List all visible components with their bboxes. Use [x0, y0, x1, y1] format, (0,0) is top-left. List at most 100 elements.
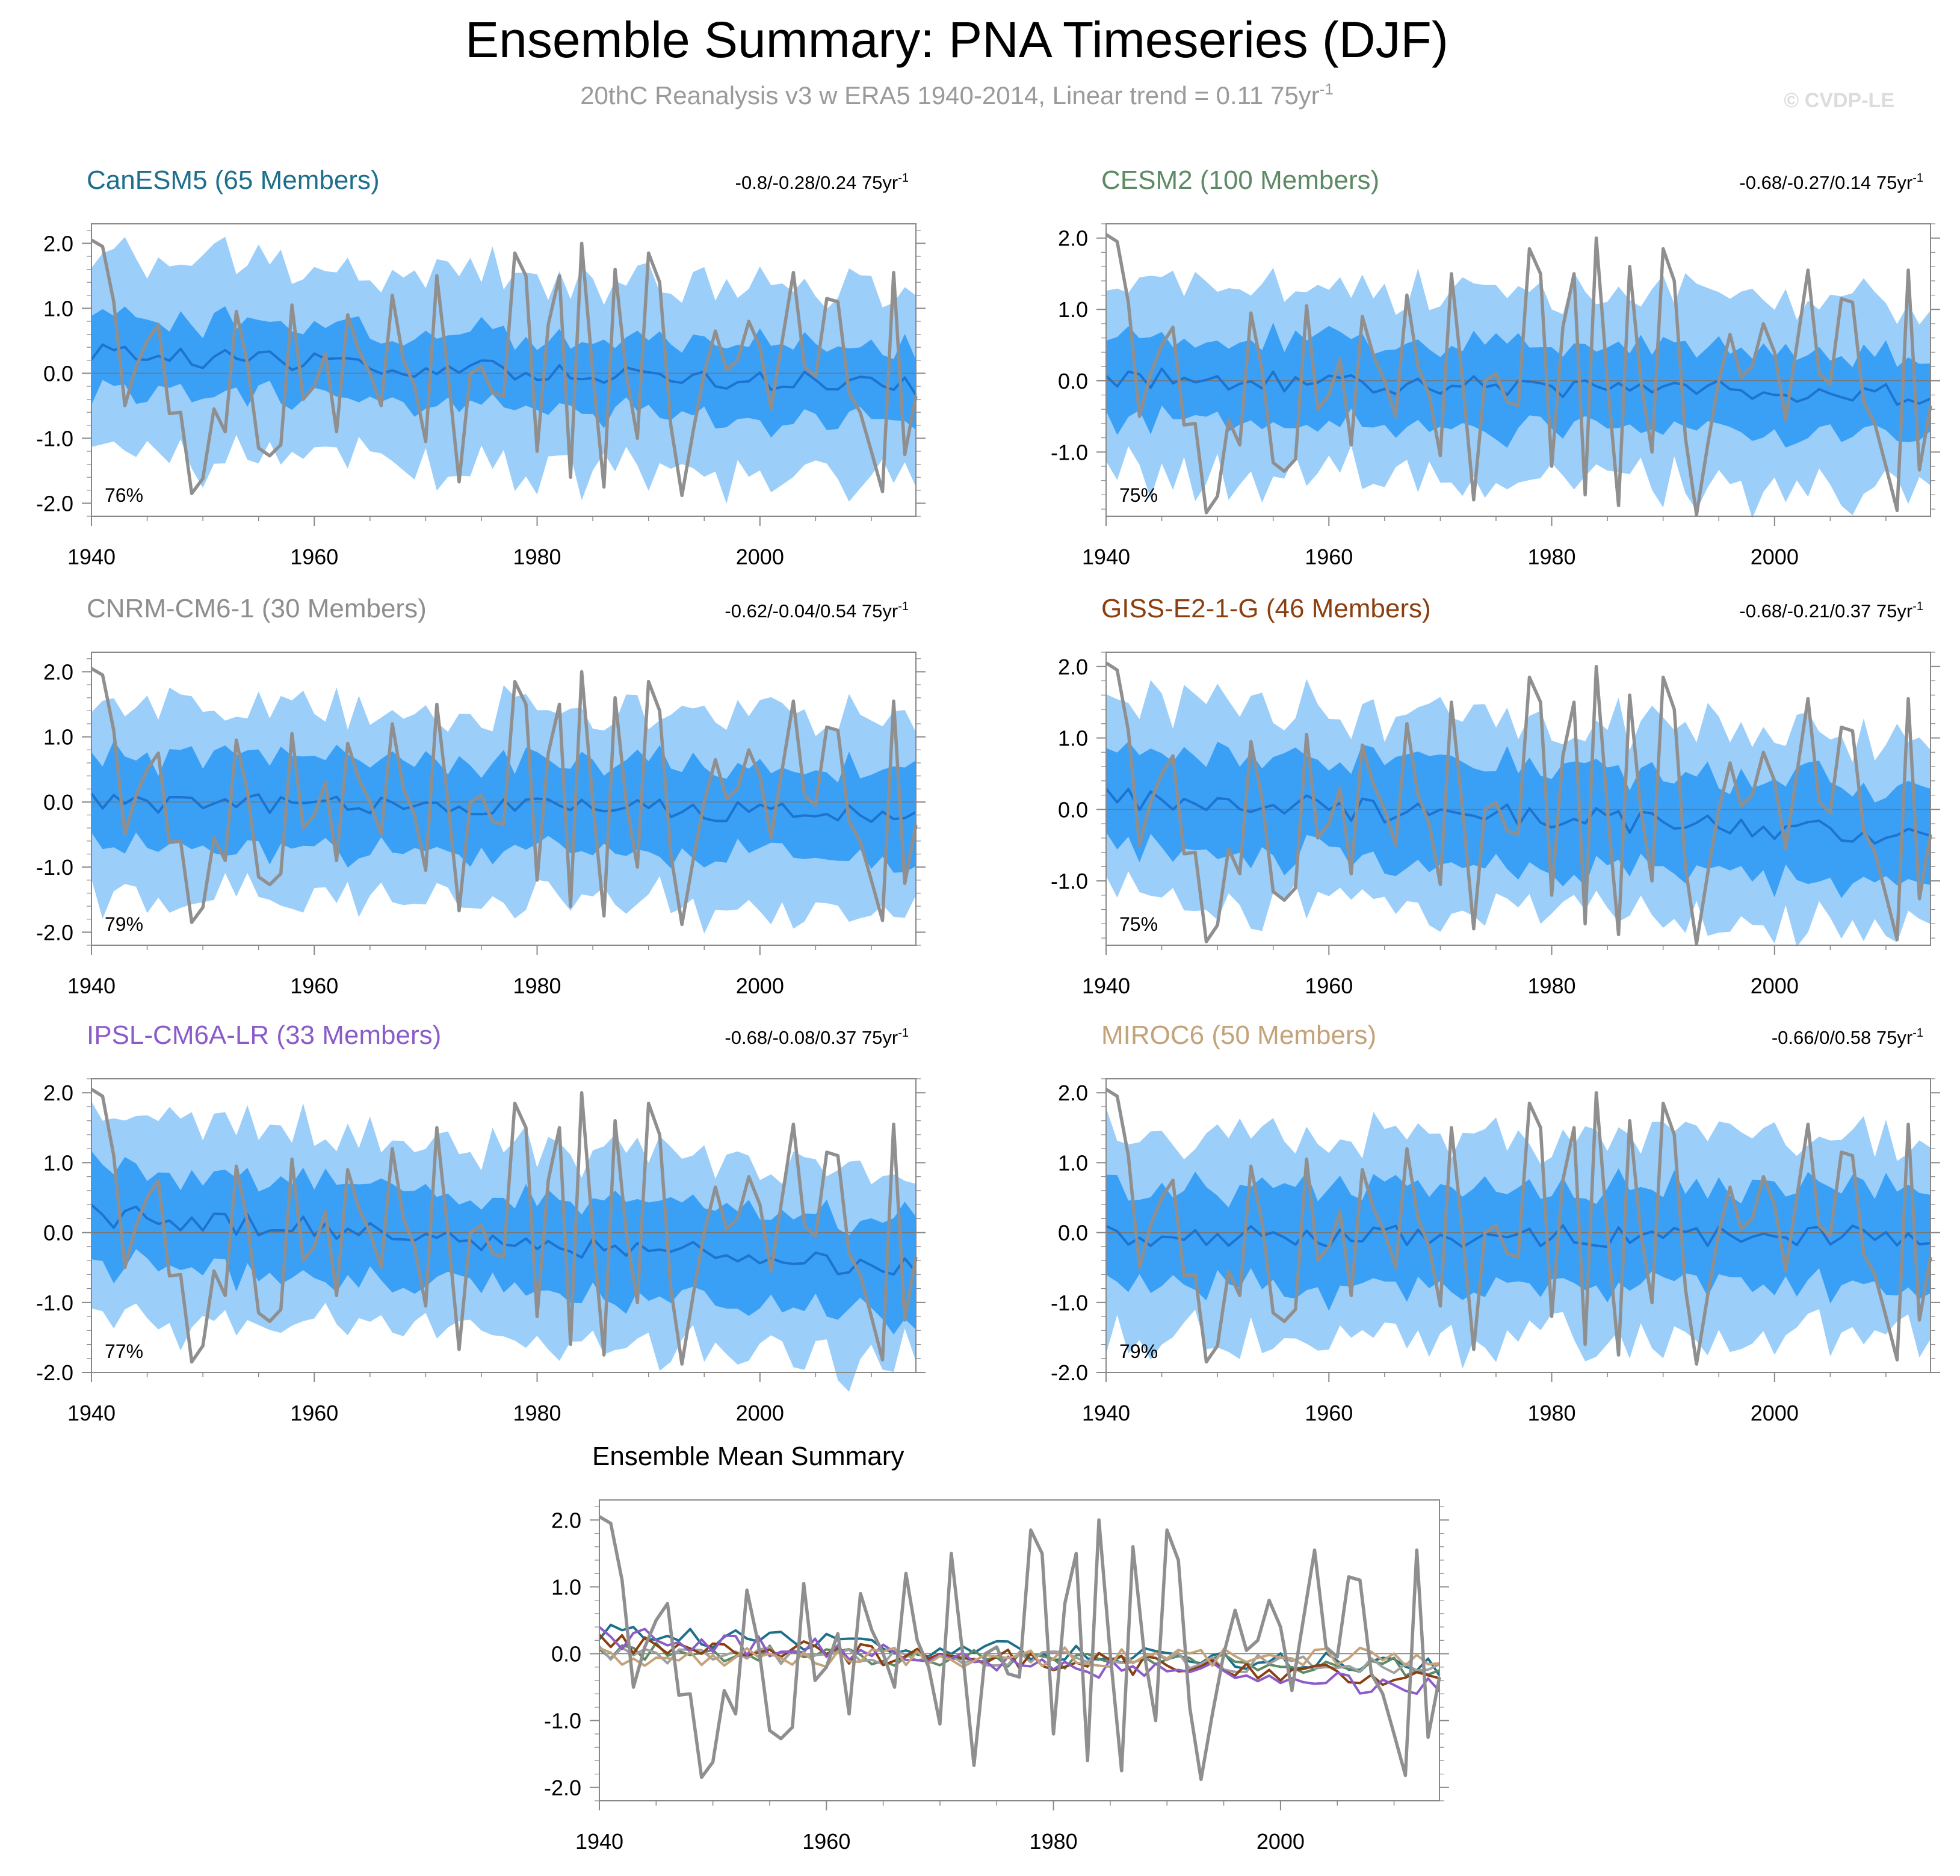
trend-range-text: -0.68/-0.21/0.37 75yr [1739, 600, 1912, 622]
figure-subtitle: 20thC Reanalysis v3 w ERA5 1940-2014, Li… [580, 80, 1334, 110]
x-tick-label: 1940 [67, 545, 116, 569]
panel-miroc6: MIROC6 (50 Members) -0.66/0/0.58 75yr-1 19… [1051, 1020, 1940, 1425]
y-tick-label: 0.0 [43, 361, 73, 386]
percent-label-cesm2: 75% [1119, 484, 1158, 506]
observed-line-canesm5 [90, 238, 918, 498]
x-tick-label: 1940 [575, 1829, 623, 1854]
y-tick-label: 2.0 [43, 231, 73, 256]
y-tick-label: 1.0 [1058, 297, 1088, 322]
x-tick-label: 1960 [290, 1401, 338, 1425]
y-tick-label: -1.0 [1051, 440, 1088, 464]
figure-subtitle-sup: -1 [1320, 80, 1334, 98]
panel-title-giss: GISS-E2-1-G (46 Members) [1101, 594, 1431, 623]
y-tick-label: 1.0 [43, 1150, 73, 1175]
percent-label-giss: 75% [1119, 913, 1158, 935]
plot-frame-summary [599, 1499, 1440, 1801]
plot-frame-ipsl [91, 1078, 917, 1373]
x-tick-label: 2000 [736, 545, 784, 569]
trend-range-text: -0.8/-0.28/0.24 75yr [735, 172, 898, 193]
trend-range-text: -0.66/0/0.58 75yr [1772, 1027, 1912, 1048]
x-tick-label: 1940 [1082, 1401, 1130, 1425]
panel-summary: Ensemble Mean Summary 1940 1960 1980 2000 2.0… [544, 1442, 1449, 1854]
x-tick-label: 1940 [1082, 973, 1130, 998]
y-tick-label: -1.0 [36, 855, 73, 880]
x-tick-label: 1980 [513, 545, 561, 569]
trend-range-cesm2: -0.68/-0.27/0.14 75yr-1 [1739, 171, 1923, 193]
x-tick-label: 2000 [1751, 545, 1799, 569]
y-tick-label: 2.0 [551, 1508, 581, 1532]
panel-cesm2: CESM2 (100 Members) -0.68/-0.27/0.14 75yr… [1051, 165, 1940, 569]
x-tick-label: 2000 [1257, 1829, 1305, 1854]
y-tick-label: -2.0 [36, 491, 73, 516]
panel-title-cnrm: CNRM-CM6-1 (30 Members) [87, 594, 427, 623]
x-tick-label: 2000 [1751, 1401, 1799, 1425]
percent-label-miroc6: 79% [1119, 1341, 1158, 1362]
plot-frame-canesm5 [91, 223, 917, 517]
y-tick-label: -1.0 [544, 1709, 581, 1733]
x-tick-label: 1960 [1305, 973, 1353, 998]
y-tick-label: -1.0 [1051, 1291, 1088, 1315]
y-tick-label: 0.0 [1058, 369, 1088, 393]
trend-range-canesm5: -0.8/-0.28/0.24 75yr-1 [735, 171, 909, 193]
y-tick-label: 2.0 [1058, 226, 1088, 251]
x-tick-label: 1940 [1082, 545, 1130, 569]
x-tick-label: 1960 [290, 973, 338, 998]
trend-range-sup: -1 [1912, 171, 1923, 185]
y-tick-label: 1.0 [1058, 1150, 1088, 1175]
y-tick-label: 2.0 [43, 1081, 73, 1105]
trend-range-ipsl: -0.68/-0.08/0.37 75yr-1 [725, 1026, 909, 1048]
figure-subtitle-text: 20thC Reanalysis v3 w ERA5 1940-2014, Li… [580, 81, 1319, 110]
x-tick-label: 1980 [1030, 1829, 1078, 1854]
y-tick-label: 0.0 [43, 1221, 73, 1245]
x-tick-label: 1980 [513, 1401, 561, 1425]
trend-range-sup: -1 [1912, 600, 1923, 613]
ensemble-mean-line-miroc6 [1105, 1224, 1931, 1248]
panel-title-canesm5: CanESM5 (65 Members) [87, 165, 380, 195]
trend-range-sup: -1 [1912, 1026, 1923, 1040]
y-tick-label: -2.0 [36, 920, 73, 945]
plot-frame-cnrm [91, 652, 917, 946]
y-tick-label: 0.0 [1058, 1221, 1088, 1245]
y-tick-label: 2.0 [43, 659, 73, 684]
observed-line-cnrm [90, 667, 918, 927]
observed-line-giss [1105, 661, 1932, 946]
model-mean-line-miroc6 [599, 1646, 1440, 1668]
x-tick-label: 1960 [802, 1829, 850, 1854]
plot-frame-miroc6 [1105, 1078, 1931, 1373]
trend-range-text: -0.68/-0.27/0.14 75yr [1739, 172, 1912, 193]
x-tick-label: 1960 [290, 545, 338, 569]
x-tick-label: 2000 [1751, 973, 1799, 998]
figure-title: Ensemble Summary: PNA Timeseries (DJF) [465, 11, 1448, 68]
y-tick-label: 0.0 [43, 790, 73, 815]
trend-range-sup: -1 [898, 600, 909, 613]
y-tick-label: -2.0 [544, 1776, 581, 1800]
observed-line-miroc6 [1105, 1088, 1932, 1366]
trend-range-sup: -1 [898, 1026, 909, 1040]
y-tick-label: 0.0 [551, 1642, 581, 1667]
x-tick-label: 1960 [1305, 1401, 1353, 1425]
plot-frame-giss [1105, 652, 1931, 946]
trend-range-text: -0.62/-0.04/0.54 75yr [725, 600, 898, 622]
x-tick-label: 1960 [1305, 545, 1353, 569]
y-tick-label: 0.0 [1058, 797, 1088, 822]
trend-range-sup: -1 [898, 171, 909, 185]
panel-ipsl: IPSL-CM6A-LR (33 Members) -0.68/-0.08/0.3… [36, 1020, 926, 1425]
plot-frame-cesm2 [1105, 223, 1931, 517]
observed-line-summary [598, 1515, 1441, 1782]
x-tick-label: 2000 [736, 1401, 784, 1425]
y-tick-label: -1.0 [36, 426, 73, 451]
y-tick-label: -1.0 [36, 1291, 73, 1315]
ensemble-mean-line-canesm5 [90, 343, 917, 396]
x-tick-label: 1980 [513, 973, 561, 998]
panel-giss: GISS-E2-1-G (46 Members) -0.68/-0.21/0.37… [1051, 594, 1940, 998]
y-tick-label: 1.0 [1058, 726, 1088, 751]
watermark: © CVDP-LE [1784, 89, 1894, 112]
panel-title-summary: Ensemble Mean Summary [592, 1442, 904, 1471]
x-tick-label: 2000 [736, 973, 784, 998]
trend-range-cnrm: -0.62/-0.04/0.54 75yr-1 [725, 600, 909, 622]
panel-canesm5: CanESM5 (65 Members) -0.8/-0.28/0.24 75yr… [36, 165, 926, 569]
y-tick-label: 1.0 [43, 296, 73, 321]
trend-range-text: -0.68/-0.08/0.37 75yr [725, 1027, 898, 1048]
